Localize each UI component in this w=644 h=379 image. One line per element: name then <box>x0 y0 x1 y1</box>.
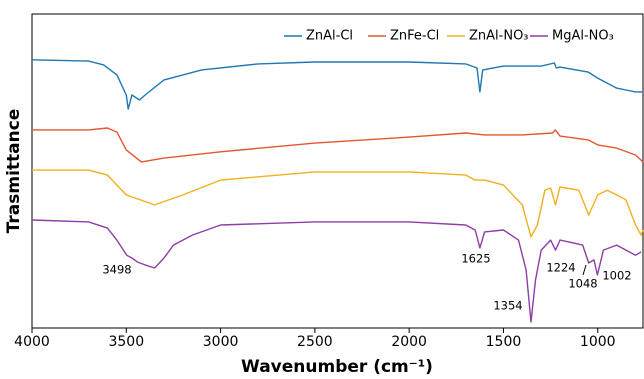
peak-annotation: 1048 <box>568 277 597 291</box>
spectrum-line <box>31 59 643 110</box>
peak-annotation: 1354 <box>493 299 522 313</box>
peak-annotation: 1002 <box>602 269 631 283</box>
peak-annotation: 3498 <box>102 263 131 277</box>
x-tick-label: 2500 <box>297 334 333 350</box>
plot-frame <box>31 13 644 329</box>
x-axis-label: Wavenumber (cm⁻¹) <box>241 357 433 377</box>
spectrum-line <box>31 219 642 323</box>
legend-label: MgAl-NO₃ <box>552 29 614 44</box>
annotation-pointer <box>582 264 587 276</box>
peak-annotation: 1625 <box>461 252 490 266</box>
x-tick-label: 3000 <box>203 334 239 350</box>
legend-label: ZnFe-Cl <box>390 29 439 44</box>
x-tick-label: 4000 <box>14 334 50 350</box>
x-tick-label: 3500 <box>108 334 144 350</box>
legend-label: ZnAl-NO₃ <box>469 29 529 44</box>
x-tick-label: 2000 <box>391 334 427 350</box>
peak-annotation: 1224 <box>546 261 575 275</box>
legend-label: ZnAl-Cl <box>306 29 353 44</box>
spectrum-line <box>32 169 644 238</box>
x-tick-label: 1500 <box>486 334 522 350</box>
x-tick-label: 1000 <box>580 334 616 350</box>
y-axis-label: Trasmittance <box>4 109 24 234</box>
spectrum-line <box>32 127 644 163</box>
